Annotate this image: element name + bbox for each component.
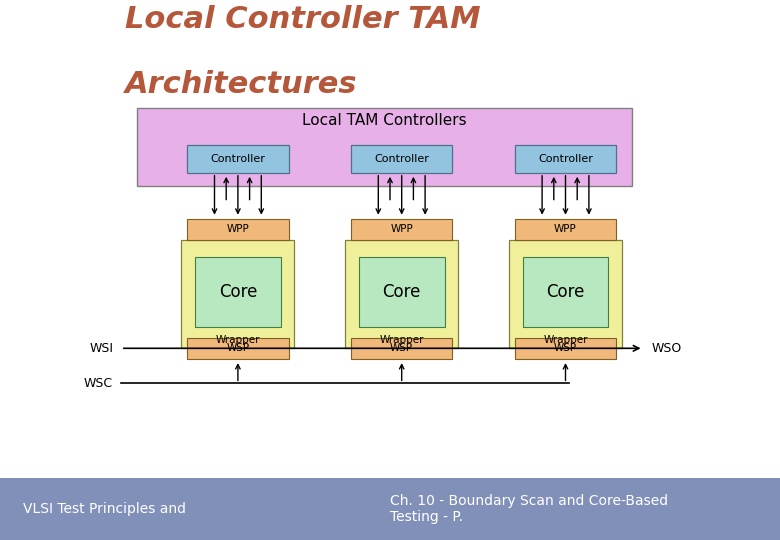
Text: WSP: WSP	[226, 343, 250, 353]
Bar	[136, 108, 632, 186]
Text: Controller: Controller	[538, 154, 593, 164]
Text: Local Controller TAM: Local Controller TAM	[125, 5, 480, 35]
Text: WPP: WPP	[554, 225, 577, 234]
Text: Wrapper: Wrapper	[543, 335, 588, 345]
Text: WSP: WSP	[554, 343, 577, 353]
Text: Architectures: Architectures	[125, 70, 357, 99]
Bar	[515, 145, 616, 173]
Text: Core: Core	[382, 282, 421, 301]
Bar	[359, 256, 445, 327]
Bar	[345, 240, 459, 348]
Text: Controller: Controller	[211, 154, 265, 164]
Text: WSO: WSO	[651, 342, 682, 355]
Bar	[351, 338, 452, 359]
Bar	[0, 478, 780, 540]
Bar	[181, 240, 294, 348]
Text: WSC: WSC	[84, 377, 113, 390]
Text: WSI: WSI	[89, 342, 113, 355]
Bar	[523, 256, 608, 327]
Text: WSP: WSP	[390, 343, 413, 353]
Text: Wrapper: Wrapper	[379, 335, 424, 345]
Text: WPP: WPP	[390, 225, 413, 234]
Text: WPP: WPP	[226, 225, 250, 234]
Bar	[509, 240, 622, 348]
Text: Wrapper: Wrapper	[215, 335, 261, 345]
Text: Core: Core	[546, 282, 585, 301]
Bar	[187, 219, 289, 240]
Bar	[515, 338, 616, 359]
Text: Controller: Controller	[374, 154, 429, 164]
Text: VLSI Test Principles and: VLSI Test Principles and	[23, 502, 186, 516]
Bar	[187, 338, 289, 359]
Bar	[351, 219, 452, 240]
Bar	[351, 145, 452, 173]
Text: Core: Core	[218, 282, 257, 301]
Text: Local TAM Controllers: Local TAM Controllers	[302, 113, 466, 129]
Bar	[187, 145, 289, 173]
Text: Ch. 10 - Boundary Scan and Core-Based
Testing - P.: Ch. 10 - Boundary Scan and Core-Based Te…	[390, 494, 668, 524]
Bar	[195, 256, 281, 327]
Bar	[515, 219, 616, 240]
